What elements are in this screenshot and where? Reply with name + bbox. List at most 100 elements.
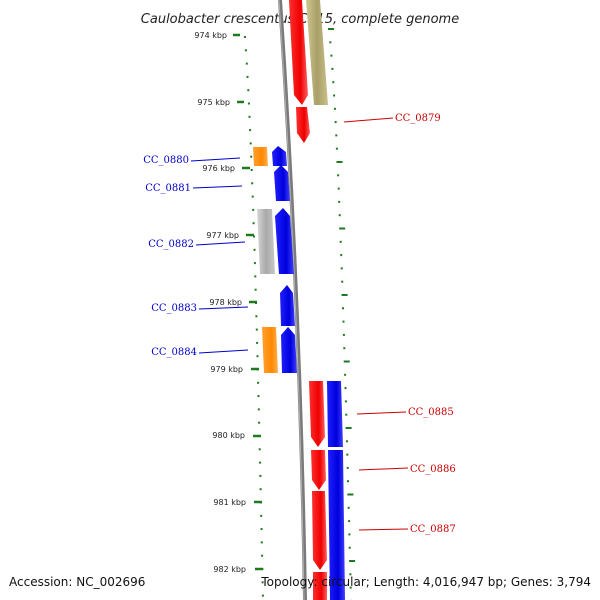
gene-CC_0887[interactable]	[312, 491, 327, 570]
label-leaders	[190, 117, 409, 531]
scale-tick	[251, 195, 254, 198]
scale-tick	[252, 222, 255, 225]
scale-tick	[341, 294, 348, 296]
gene-label-CC_0885[interactable]: CC_0885	[408, 407, 454, 418]
scale-tick	[343, 347, 346, 350]
scale-tick	[345, 413, 348, 416]
scale-tick	[248, 115, 251, 118]
gene-CC_0882-grey[interactable]	[257, 209, 275, 274]
scale-tick	[253, 235, 255, 238]
scale-tick	[258, 448, 261, 451]
scale-tick	[243, 36, 246, 38]
scale-tick	[331, 67, 334, 70]
scale-tick	[255, 328, 258, 331]
gene-CC_0880-orange[interactable]	[253, 147, 268, 166]
scale-tick	[349, 560, 356, 562]
scale-tick	[335, 134, 338, 137]
scale-tick	[256, 341, 259, 344]
scale-tick	[259, 474, 262, 477]
gene-CC_0884-orange[interactable]	[262, 327, 278, 373]
gene-label-CC_0879[interactable]: CC_0879	[395, 113, 441, 124]
scale-tick	[261, 594, 264, 597]
scale-tick	[342, 307, 344, 310]
scale-tick	[340, 254, 343, 257]
gene-CC_0880[interactable]	[272, 146, 287, 166]
scale-tick	[347, 493, 354, 496]
kbp-label: 981 kbp	[213, 498, 246, 507]
scale-tick	[250, 169, 253, 171]
scale-tick	[348, 533, 351, 536]
scale-tick	[252, 208, 255, 211]
scale-tick	[247, 102, 250, 105]
scale-tick	[349, 586, 352, 589]
gene-CC_0883[interactable]	[280, 285, 295, 326]
gene-labels: CC_0879 CC_0880 CC_0881 CC_0882 CC_0883 …	[143, 113, 456, 535]
kbp-label: 980 kbp	[212, 431, 245, 440]
scale-tick	[260, 541, 263, 544]
gene-blue-long-a[interactable]	[327, 381, 343, 447]
scale-tick	[257, 408, 260, 411]
kbp-label: 978 kbp	[209, 298, 242, 307]
scale-tick	[336, 161, 343, 163]
gene-label-CC_0882[interactable]: CC_0882	[148, 239, 194, 250]
scale-tick	[345, 427, 352, 429]
scale-tick	[337, 174, 340, 177]
gene-CC_0886[interactable]	[311, 450, 326, 490]
scale-tick	[342, 333, 345, 336]
scale-tick	[255, 315, 258, 318]
scale-tick	[347, 506, 350, 509]
scale-tick	[330, 54, 333, 57]
gene-label-CC_0886[interactable]: CC_0886	[410, 464, 456, 475]
scale-tick	[346, 466, 349, 469]
gene-CC_0884[interactable]	[281, 327, 297, 373]
gene-label-CC_0881[interactable]: CC_0881	[145, 183, 191, 194]
accession-text: Accession: NC_002696	[9, 575, 145, 589]
kbp-label: 977 kbp	[206, 231, 239, 240]
gene-label-CC_0880[interactable]: CC_0880	[143, 155, 189, 166]
scale-tick	[249, 142, 252, 145]
scale-tick	[333, 94, 336, 97]
scale-tick	[334, 121, 337, 124]
scale-tick	[335, 147, 338, 150]
scale-tick	[347, 480, 349, 483]
scale-tick	[340, 267, 343, 270]
gene-CC_0881[interactable]	[274, 165, 290, 201]
scale-tick	[261, 581, 264, 584]
gene-features	[253, 0, 345, 600]
chromosome-backbone	[278, 0, 307, 600]
gene-CC_0885[interactable]	[309, 381, 325, 447]
scale-tick	[254, 288, 257, 291]
gene-label-CC_0883[interactable]: CC_0883	[151, 303, 197, 314]
kbp-scale: 974 kbp 975 kbp 976 kbp 977 kbp 978 kbp …	[194, 31, 246, 574]
kbp-label: 975 kbp	[197, 98, 230, 107]
scale-tick	[251, 182, 254, 185]
scale-tick	[247, 89, 250, 92]
gene-label-CC_0887[interactable]: CC_0887	[410, 524, 456, 535]
scale-ticks-left	[243, 36, 264, 597]
gene-pseudo[interactable]	[306, 0, 328, 105]
kbp-label: 982 kbp	[213, 565, 246, 574]
gene-CC_0879a[interactable]	[289, 0, 308, 105]
scale-tick	[245, 62, 248, 65]
scale-tick	[348, 520, 351, 523]
gene-CC_0882[interactable]	[275, 208, 294, 274]
scale-tick	[256, 355, 259, 358]
genome-summary: Topology: circular; Length: 4,016,947 bp…	[260, 575, 591, 589]
gene-red-bottom[interactable]	[313, 572, 327, 600]
scale-tick	[257, 395, 260, 398]
gene-CC_0879[interactable]	[296, 107, 310, 143]
kbp-label: 979 kbp	[210, 365, 243, 374]
scale-tick	[253, 248, 256, 251]
scale-tick	[346, 453, 349, 456]
scale-tick	[339, 240, 342, 243]
scale-tick	[328, 28, 334, 30]
scale-tick	[332, 81, 335, 84]
scale-tick	[329, 41, 332, 44]
kbp-label: 976 kbp	[202, 164, 235, 173]
gene-label-CC_0884[interactable]: CC_0884	[151, 347, 197, 358]
scale-tick	[344, 373, 347, 376]
scale-tick	[246, 75, 249, 78]
gene-blue-long-b[interactable]	[328, 450, 345, 600]
scale-tick	[261, 554, 264, 557]
